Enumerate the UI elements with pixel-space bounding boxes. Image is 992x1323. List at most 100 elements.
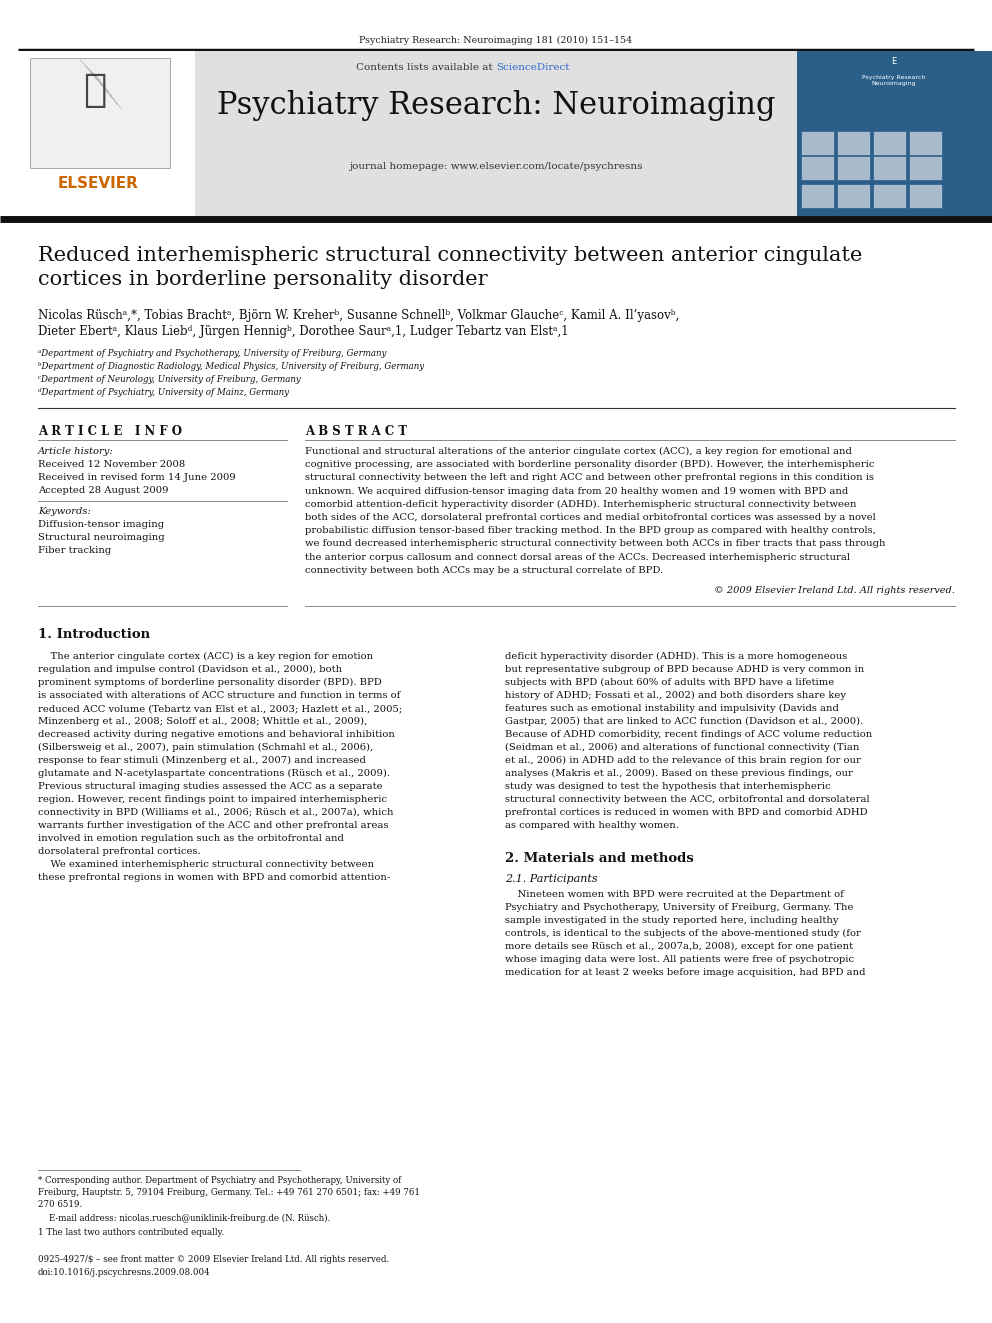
Text: Nineteen women with BPD were recruited at the Department of: Nineteen women with BPD were recruited a… bbox=[505, 890, 844, 900]
Text: history of ADHD; Fossati et al., 2002) and both disorders share key: history of ADHD; Fossati et al., 2002) a… bbox=[505, 691, 846, 700]
Bar bbox=[801, 184, 834, 208]
Text: 2.1. Participants: 2.1. Participants bbox=[505, 875, 597, 884]
Text: the anterior corpus callosum and connect dorsal areas of the ACCs. Decreased int: the anterior corpus callosum and connect… bbox=[305, 553, 850, 561]
Text: Article history:: Article history: bbox=[38, 447, 114, 456]
Text: ScienceDirect: ScienceDirect bbox=[496, 64, 569, 71]
Bar bbox=[195, 52, 797, 220]
Bar bbox=[873, 156, 906, 180]
Text: Fiber tracking: Fiber tracking bbox=[38, 546, 111, 556]
Bar bbox=[873, 184, 906, 208]
Text: 270 6519.: 270 6519. bbox=[38, 1200, 82, 1209]
Bar bbox=[909, 184, 942, 208]
Text: deficit hyperactivity disorder (ADHD). This is a more homogeneous: deficit hyperactivity disorder (ADHD). T… bbox=[505, 652, 847, 662]
Text: medication for at least 2 weeks before image acquisition, had BPD and: medication for at least 2 weeks before i… bbox=[505, 968, 865, 976]
Text: but representative subgroup of BPD because ADHD is very common in: but representative subgroup of BPD becau… bbox=[505, 665, 864, 673]
Bar bbox=[873, 131, 906, 155]
Text: Freiburg, Hauptstr. 5, 79104 Freiburg, Germany. Tel.: +49 761 270 6501; fax: +49: Freiburg, Hauptstr. 5, 79104 Freiburg, G… bbox=[38, 1188, 420, 1197]
Text: response to fear stimuli (Minzenberg et al., 2007) and increased: response to fear stimuli (Minzenberg et … bbox=[38, 755, 366, 765]
Text: is associated with alterations of ACC structure and function in terms of: is associated with alterations of ACC st… bbox=[38, 691, 401, 700]
Text: more details see Rüsch et al., 2007a,b, 2008), except for one patient: more details see Rüsch et al., 2007a,b, … bbox=[505, 942, 853, 951]
Text: glutamate and N-acetylaspartate concentrations (Rüsch et al., 2009).: glutamate and N-acetylaspartate concentr… bbox=[38, 769, 390, 778]
Text: connectivity in BPD (Williams et al., 2006; Rüsch et al., 2007a), which: connectivity in BPD (Williams et al., 20… bbox=[38, 808, 394, 818]
Text: * Corresponding author. Department of Psychiatry and Psychotherapy, University o: * Corresponding author. Department of Ps… bbox=[38, 1176, 401, 1185]
Text: Psychiatry Research: Neuroimaging: Psychiatry Research: Neuroimaging bbox=[216, 90, 776, 120]
Bar bbox=[797, 52, 992, 220]
Text: Psychiatry Research: Neuroimaging 181 (2010) 151–154: Psychiatry Research: Neuroimaging 181 (2… bbox=[359, 36, 633, 45]
Text: Structural neuroimaging: Structural neuroimaging bbox=[38, 533, 165, 542]
Text: both sides of the ACC, dorsolateral prefrontal cortices and medial orbitofrontal: both sides of the ACC, dorsolateral pref… bbox=[305, 513, 876, 523]
Text: A R T I C L E   I N F O: A R T I C L E I N F O bbox=[38, 425, 182, 438]
Text: A B S T R A C T: A B S T R A C T bbox=[305, 425, 407, 438]
Text: E-mail address: nicolas.ruesch@uniklinik-freiburg.de (N. Rüsch).: E-mail address: nicolas.ruesch@uniklinik… bbox=[38, 1215, 330, 1224]
Text: analyses (Makris et al., 2009). Based on these previous findings, our: analyses (Makris et al., 2009). Based on… bbox=[505, 769, 853, 778]
Text: Psychiatry and Psychotherapy, University of Freiburg, Germany. The: Psychiatry and Psychotherapy, University… bbox=[505, 904, 853, 912]
Text: Dieter Ebertᵃ, Klaus Liebᵈ, Jürgen Hennigᵇ, Dorothee Saurᵃ,1, Ludger Tebartz van: Dieter Ebertᵃ, Klaus Liebᵈ, Jürgen Henni… bbox=[38, 325, 568, 337]
Text: 0925-4927/$ – see front matter © 2009 Elsevier Ireland Ltd. All rights reserved.: 0925-4927/$ – see front matter © 2009 El… bbox=[38, 1256, 389, 1263]
Text: 1 The last two authors contributed equally.: 1 The last two authors contributed equal… bbox=[38, 1228, 224, 1237]
Text: comorbid attention-deficit hyperactivity disorder (ADHD). Interhemispheric struc: comorbid attention-deficit hyperactivity… bbox=[305, 500, 856, 509]
Text: Accepted 28 August 2009: Accepted 28 August 2009 bbox=[38, 486, 169, 495]
Bar bbox=[909, 156, 942, 180]
Text: features such as emotional instability and impulsivity (Davids and: features such as emotional instability a… bbox=[505, 704, 839, 713]
Text: involved in emotion regulation such as the orbitofrontal and: involved in emotion regulation such as t… bbox=[38, 833, 344, 843]
Text: ᵈDepartment of Psychiatry, University of Mainz, Germany: ᵈDepartment of Psychiatry, University of… bbox=[38, 388, 289, 397]
Bar bbox=[837, 131, 870, 155]
Bar bbox=[801, 156, 834, 180]
Text: ᵇDepartment of Diagnostic Radiology, Medical Physics, University of Freiburg, Ge: ᵇDepartment of Diagnostic Radiology, Med… bbox=[38, 363, 425, 370]
Text: region. However, recent findings point to impaired interhemispheric: region. However, recent findings point t… bbox=[38, 795, 387, 804]
Text: Reduced interhemispheric structural connectivity between anterior cingulate: Reduced interhemispheric structural conn… bbox=[38, 246, 862, 265]
Text: structural connectivity between the ACC, orbitofrontal and dorsolateral: structural connectivity between the ACC,… bbox=[505, 795, 870, 804]
Text: 2. Materials and methods: 2. Materials and methods bbox=[505, 852, 693, 865]
Text: (Silbersweig et al., 2007), pain stimulation (Schmahl et al., 2006),: (Silbersweig et al., 2007), pain stimula… bbox=[38, 744, 373, 751]
Bar bbox=[837, 184, 870, 208]
Text: structural connectivity between the left and right ACC and between other prefron: structural connectivity between the left… bbox=[305, 474, 874, 483]
Text: The anterior cingulate cortex (ACC) is a key region for emotion: The anterior cingulate cortex (ACC) is a… bbox=[38, 652, 373, 662]
Text: decreased activity during negative emotions and behavioral inhibition: decreased activity during negative emoti… bbox=[38, 730, 395, 740]
Text: Received in revised form 14 June 2009: Received in revised form 14 June 2009 bbox=[38, 474, 236, 482]
Text: Keywords:: Keywords: bbox=[38, 507, 91, 516]
Text: prefrontal cortices is reduced in women with BPD and comorbid ADHD: prefrontal cortices is reduced in women … bbox=[505, 808, 868, 818]
Text: ᶜDepartment of Neurology, University of Freiburg, Germany: ᶜDepartment of Neurology, University of … bbox=[38, 374, 301, 384]
Text: dorsolateral prefrontal cortices.: dorsolateral prefrontal cortices. bbox=[38, 847, 200, 856]
Text: E: E bbox=[892, 57, 897, 66]
Text: Gastpar, 2005) that are linked to ACC function (Davidson et al., 2000).: Gastpar, 2005) that are linked to ACC fu… bbox=[505, 717, 863, 726]
Bar bbox=[30, 58, 170, 168]
Text: Diffusion-tensor imaging: Diffusion-tensor imaging bbox=[38, 520, 164, 529]
Text: regulation and impulse control (Davidson et al., 2000), both: regulation and impulse control (Davidson… bbox=[38, 665, 342, 675]
Text: unknown. We acquired diffusion-tensor imaging data from 20 healthy women and 19 : unknown. We acquired diffusion-tensor im… bbox=[305, 487, 848, 496]
Text: we found decreased interhemispheric structural connectivity between both ACCs in: we found decreased interhemispheric stru… bbox=[305, 540, 886, 549]
Bar bbox=[909, 131, 942, 155]
Text: warrants further investigation of the ACC and other prefrontal areas: warrants further investigation of the AC… bbox=[38, 822, 389, 830]
Text: 1. Introduction: 1. Introduction bbox=[38, 628, 150, 642]
Text: subjects with BPD (about 60% of adults with BPD have a lifetime: subjects with BPD (about 60% of adults w… bbox=[505, 677, 834, 687]
Text: Received 12 November 2008: Received 12 November 2008 bbox=[38, 460, 186, 468]
Text: whose imaging data were lost. All patients were free of psychotropic: whose imaging data were lost. All patien… bbox=[505, 955, 854, 964]
Text: reduced ACC volume (Tebartz van Elst et al., 2003; Hazlett et al., 2005;: reduced ACC volume (Tebartz van Elst et … bbox=[38, 704, 402, 713]
Text: et al., 2006) in ADHD add to the relevance of this brain region for our: et al., 2006) in ADHD add to the relevan… bbox=[505, 755, 861, 765]
Text: study was designed to test the hypothesis that interhemispheric: study was designed to test the hypothesi… bbox=[505, 782, 830, 791]
Text: Minzenberg et al., 2008; Soloff et al., 2008; Whittle et al., 2009),: Minzenberg et al., 2008; Soloff et al., … bbox=[38, 717, 367, 726]
Text: Previous structural imaging studies assessed the ACC as a separate: Previous structural imaging studies asse… bbox=[38, 782, 383, 791]
Text: controls, is identical to the subjects of the above-mentioned study (for: controls, is identical to the subjects o… bbox=[505, 929, 861, 938]
Text: Functional and structural alterations of the anterior cingulate cortex (ACC), a : Functional and structural alterations of… bbox=[305, 447, 852, 456]
Text: ELSEVIER: ELSEVIER bbox=[58, 176, 139, 191]
Text: connectivity between both ACCs may be a structural correlate of BPD.: connectivity between both ACCs may be a … bbox=[305, 566, 663, 574]
Text: doi:10.1016/j.pscychresns.2009.08.004: doi:10.1016/j.pscychresns.2009.08.004 bbox=[38, 1267, 210, 1277]
Text: these prefrontal regions in women with BPD and comorbid attention-: these prefrontal regions in women with B… bbox=[38, 873, 390, 882]
Text: journal homepage: www.elsevier.com/locate/psychresns: journal homepage: www.elsevier.com/locat… bbox=[349, 161, 643, 171]
Text: © 2009 Elsevier Ireland Ltd. All rights reserved.: © 2009 Elsevier Ireland Ltd. All rights … bbox=[714, 586, 955, 595]
Bar bbox=[837, 156, 870, 180]
Text: Contents lists available at: Contents lists available at bbox=[356, 64, 496, 71]
Text: prominent symptoms of borderline personality disorder (BPD). BPD: prominent symptoms of borderline persona… bbox=[38, 677, 382, 687]
Text: Because of ADHD comorbidity, recent findings of ACC volume reduction: Because of ADHD comorbidity, recent find… bbox=[505, 730, 872, 740]
Bar bbox=[801, 131, 834, 155]
Text: Psychiatry Research
Neuroimaging: Psychiatry Research Neuroimaging bbox=[862, 75, 926, 86]
Text: sample investigated in the study reported here, including healthy: sample investigated in the study reporte… bbox=[505, 916, 838, 925]
Text: We examined interhemispheric structural connectivity between: We examined interhemispheric structural … bbox=[38, 860, 374, 869]
Text: as compared with healthy women.: as compared with healthy women. bbox=[505, 822, 679, 830]
Bar bbox=[0, 52, 195, 220]
Text: probabilistic diffusion tensor-based fiber tracking method. In the BPD group as : probabilistic diffusion tensor-based fib… bbox=[305, 527, 876, 536]
Text: 🌳: 🌳 bbox=[83, 71, 107, 108]
Text: (Seidman et al., 2006) and alterations of functional connectivity (Tian: (Seidman et al., 2006) and alterations o… bbox=[505, 744, 859, 751]
Text: cortices in borderline personality disorder: cortices in borderline personality disor… bbox=[38, 270, 488, 288]
